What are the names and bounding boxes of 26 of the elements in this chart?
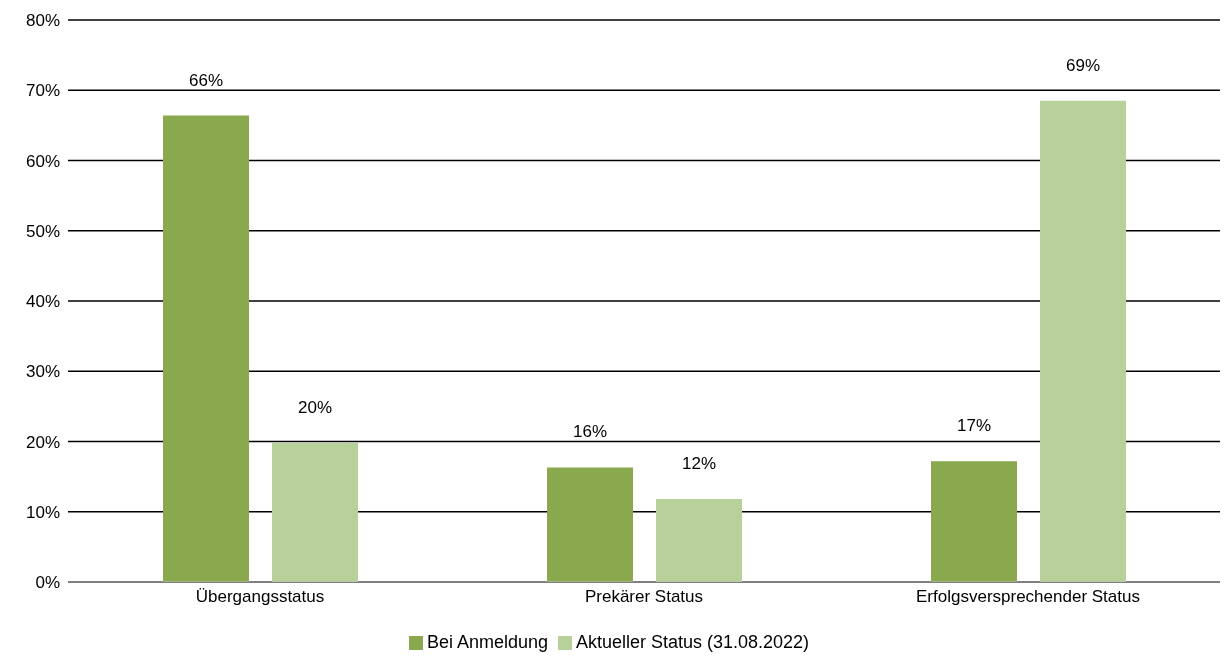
bar — [931, 461, 1017, 582]
legend-label: Aktueller Status (31.08.2022) — [575, 632, 810, 652]
legend-label: Bei Anmeldung — [426, 632, 548, 652]
y-tick-label: 70% — [25, 81, 60, 101]
data-label: 17% — [956, 416, 992, 436]
y-tick-label: 10% — [25, 502, 60, 522]
bar — [1040, 100, 1126, 582]
y-tick-label: 40% — [25, 292, 60, 312]
bar — [656, 499, 742, 582]
data-label: 16% — [572, 422, 608, 442]
y-tick-label: 60% — [25, 151, 60, 171]
y-tick-label: 30% — [25, 362, 60, 382]
y-tick-label: 80% — [25, 11, 60, 31]
data-label: 69% — [1065, 55, 1101, 75]
y-tick-label: 20% — [25, 432, 60, 452]
x-tick-label: Erfolgsversprechender Status — [916, 587, 1140, 607]
bar — [272, 442, 358, 582]
x-tick-label: Übergangsstatus — [195, 587, 325, 607]
data-label: 12% — [681, 454, 717, 474]
data-label: 20% — [297, 397, 333, 417]
bar — [547, 467, 633, 582]
y-tick-label: 50% — [25, 221, 60, 241]
bar — [163, 115, 249, 582]
x-tick-label: Prekärer Status — [584, 587, 704, 607]
data-label: 66% — [188, 70, 224, 90]
y-tick-label: 0% — [35, 573, 60, 593]
